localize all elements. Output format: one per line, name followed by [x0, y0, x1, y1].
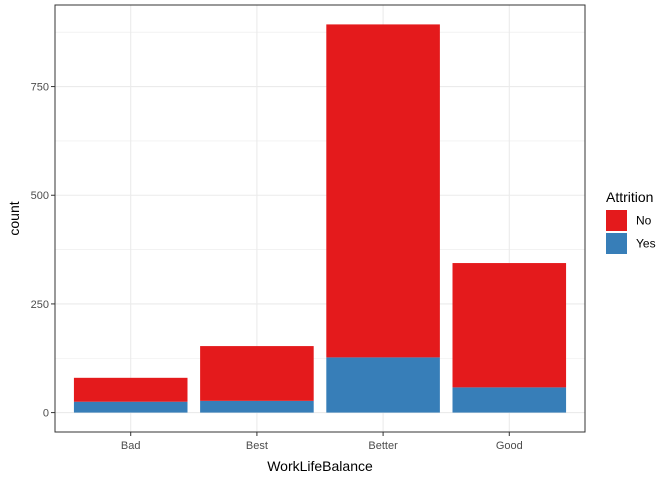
plot-border [54, 4, 586, 433]
y-axis-title: count [6, 201, 22, 235]
legend-label-yes: Yes [636, 237, 656, 251]
y-tick-label: 0 [43, 408, 49, 420]
x-tick-label: Good [496, 440, 523, 452]
y-tick-label: 750 [31, 82, 49, 94]
legend-key-yes [606, 233, 627, 254]
legend: Attrition No Yes [606, 189, 656, 254]
x-tick-label: Bad [121, 440, 141, 452]
bar-yes-best [200, 400, 314, 413]
x-tick-label: Better [368, 440, 398, 452]
y-axis-ticks: 0 250 500 750 [31, 82, 55, 420]
bar-yes-bad [73, 401, 188, 413]
x-axis-ticks: Bad Best Better Good [121, 432, 523, 452]
bars [73, 24, 567, 413]
bar-yes-better [326, 357, 440, 413]
bar-yes-good [452, 387, 567, 413]
x-tick-label: Best [246, 440, 268, 452]
bar-no-best [200, 346, 314, 401]
legend-title: Attrition [606, 189, 653, 205]
y-tick-label: 250 [31, 299, 49, 311]
legend-label-no: No [636, 214, 652, 228]
bar-no-better [326, 24, 440, 358]
bar-no-bad [73, 377, 188, 402]
legend-key-no [606, 210, 627, 231]
x-axis-title: WorkLifeBalance [267, 458, 373, 474]
bar-no-good [452, 263, 567, 388]
y-tick-label: 500 [31, 190, 49, 202]
